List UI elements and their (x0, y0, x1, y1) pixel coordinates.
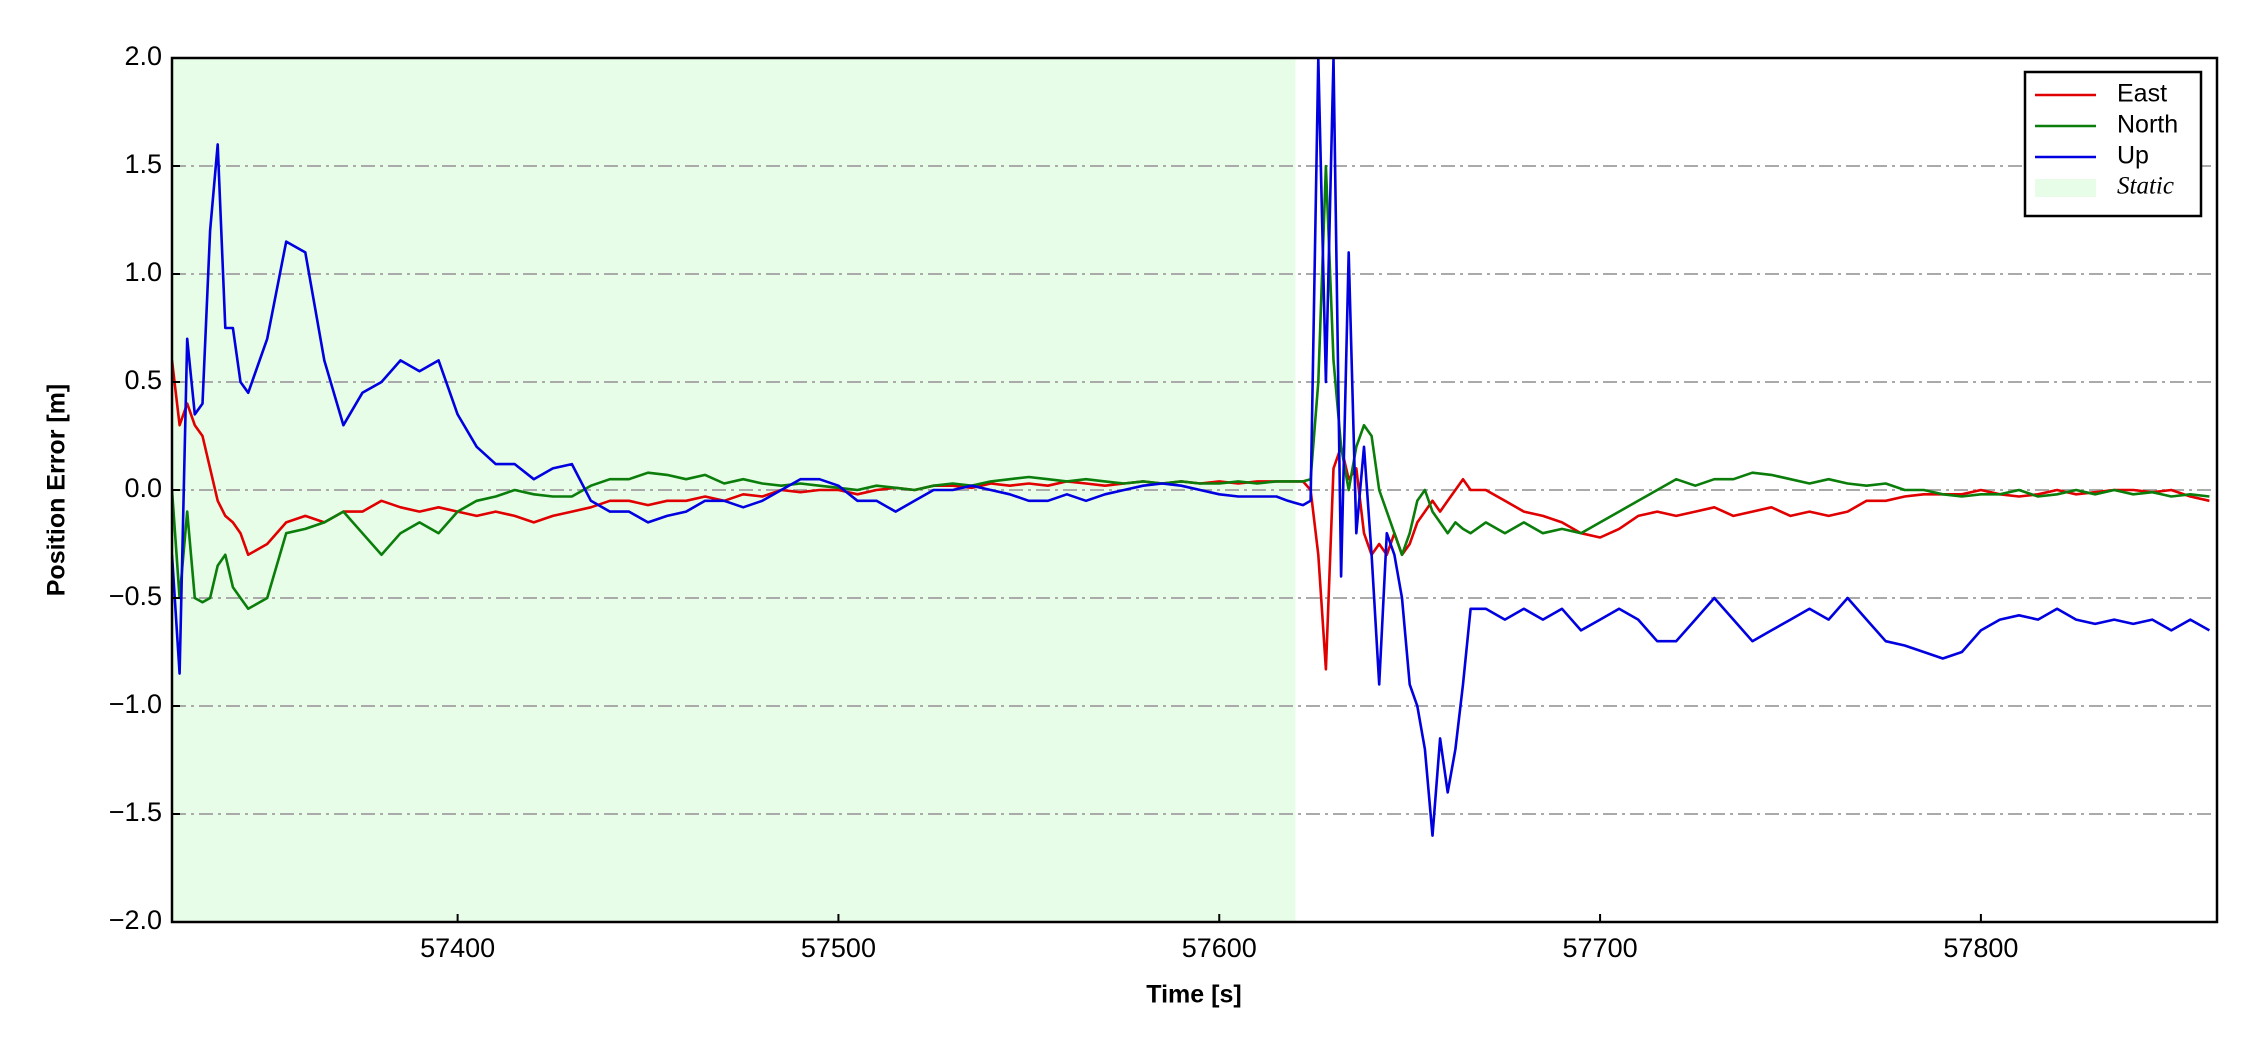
y-tick-label: −1.5 (109, 797, 162, 827)
axes: −2.0 −1.5 −1.0 −0.5 0.0 0.5 1.0 1.5 2.0 57400 5750… (109, 41, 2019, 963)
y-tick-label: 0.5 (124, 365, 162, 395)
legend-label: North (2117, 111, 2178, 139)
legend-swatch (2035, 179, 2096, 197)
x-tick-label: 57800 (1943, 933, 2018, 963)
legend-label: East (2117, 80, 2167, 108)
x-tick-label: 57700 (1563, 933, 1638, 963)
y-tick-label: −0.5 (109, 581, 162, 611)
y-tick-label: 2.0 (124, 41, 162, 71)
x-axis-label: Time [s] (1146, 981, 1241, 1009)
x-tick-label: 57500 (801, 933, 876, 963)
series-line (172, 164, 2210, 611)
x-tick-label: 57400 (420, 933, 495, 963)
y-axis-label: Position Error [m] (43, 384, 71, 597)
x-tick-label: 57600 (1182, 933, 1257, 963)
legend: East North Up Static (2023, 70, 2203, 218)
series-line (172, 58, 2211, 837)
legend-label: Static (2117, 173, 2174, 200)
legend-label: Up (2117, 142, 2149, 170)
y-tick-label: 1.0 (124, 257, 162, 287)
y-tick-label: 0.0 (124, 473, 162, 503)
y-tick-label: −2.0 (109, 905, 162, 935)
y-tick-label: −1.0 (109, 689, 162, 719)
lines (172, 58, 2211, 837)
y-tick-label: 1.5 (124, 149, 162, 179)
